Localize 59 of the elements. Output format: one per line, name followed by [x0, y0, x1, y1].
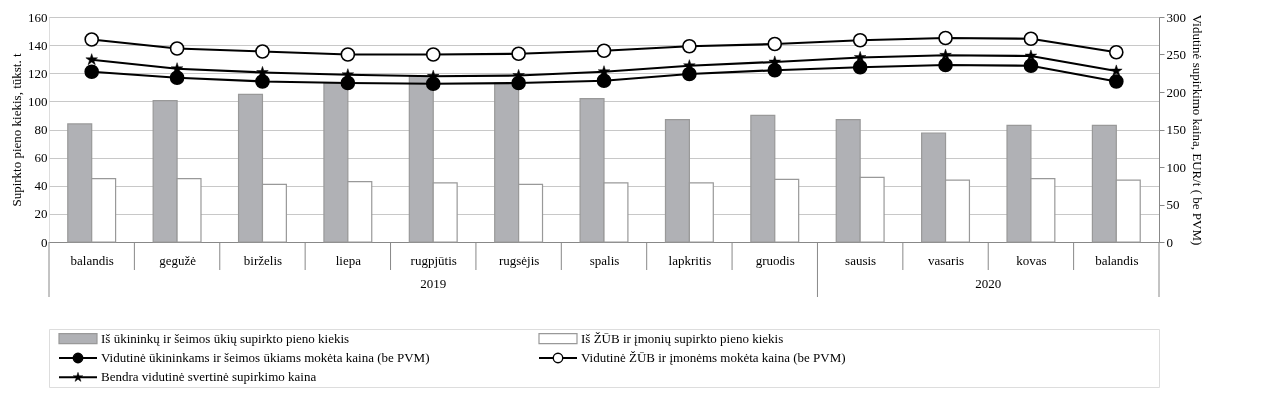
point [340, 47, 356, 62]
legend-label: Vidutinė ŽŪB ir įmonėms mokėta kaina (be PVM) [581, 350, 846, 365]
y-tick-label: 120 [28, 65, 48, 81]
x-tick-label: spalis [589, 252, 620, 268]
x-tick-label: rugsėjis [498, 252, 540, 268]
y-tick-label: 100 [28, 93, 48, 109]
x-tick-label: vasaris [927, 252, 965, 268]
x-tick-label: kovas [1016, 252, 1047, 268]
point [511, 46, 526, 62]
y2-tick-label: 300 [1166, 9, 1186, 25]
x-tick-label: birželis [243, 252, 283, 268]
point [767, 36, 783, 52]
point [1023, 31, 1039, 47]
point [1108, 44, 1124, 60]
point [1110, 64, 1123, 77]
x-tick-label: balandis [70, 252, 114, 268]
y-tick-label: 20 [34, 206, 48, 222]
y2-tick-label: 0 [1166, 234, 1173, 250]
y-tick-label: 40 [34, 178, 48, 194]
y2-axis-title: Vidutinė supirkimo kaina, EUR/t ( be PVM) [1190, 14, 1205, 246]
text: 2019 [420, 276, 447, 291]
y-axis-title: Supirkto pieno kiekis, tūkst. t [9, 53, 24, 207]
legend-label: Iš ūkininkų ir šeimos ūkių supirkto pieno kiekis [101, 330, 350, 346]
y-tick-label: 60 [34, 150, 48, 166]
y-tick-label: 160 [28, 9, 48, 25]
legend-label: Vidutinė ūkininkams ir šeimos ūkiams mokėta kaina (be PVM) [101, 350, 430, 365]
point [1023, 58, 1039, 74]
point [596, 43, 612, 59]
y-tick-label: 80 [34, 122, 48, 137]
y2-tick-label: 50 [1166, 197, 1180, 212]
point [852, 32, 868, 48]
legend-label: Bendra vidutinė svertinė supirkimo kaina [101, 369, 317, 385]
point [84, 64, 100, 80]
point [84, 32, 100, 47]
y2-tick-label: 150 [1166, 122, 1186, 137]
point [1108, 74, 1124, 89]
y2-tick-label: 200 [1166, 84, 1186, 100]
point [938, 30, 953, 46]
legend-label: Iš ŽŪB ir įmonių supirkto pieno kiekis [581, 330, 784, 346]
x-tick-label: rugpjūtis [410, 252, 457, 268]
y-tick-label: 140 [28, 37, 48, 53]
point [425, 47, 441, 62]
y2-tick-label: 100 [1166, 159, 1186, 175]
x-tick-label: balandis [1095, 252, 1139, 268]
text: 2020 [975, 276, 1002, 291]
x-tick-label: liepa [335, 252, 362, 268]
x-tick-label: gruodis [755, 252, 795, 268]
point [854, 51, 867, 63]
point [597, 65, 611, 77]
point [85, 53, 98, 65]
x-tick-label: gegužė [159, 252, 197, 268]
y-tick-label: 0 [41, 234, 48, 250]
x-tick-label: lapkritis [668, 252, 712, 268]
point [682, 38, 697, 54]
point [938, 57, 953, 73]
x-tick-label: sausis [845, 252, 877, 268]
point [255, 44, 270, 59]
point [169, 41, 185, 56]
y2-tick-label: 250 [1166, 47, 1186, 62]
